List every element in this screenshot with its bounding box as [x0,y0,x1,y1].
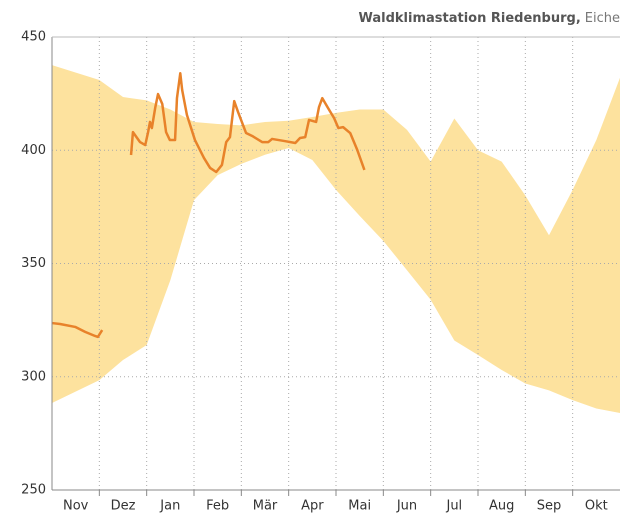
y-tick-label: 350 [21,256,46,271]
x-tick-label: Jan [159,499,180,514]
x-tick-label: Sep [537,499,562,514]
chart-subtitle: Eiche [585,11,620,26]
y-tick-label: 450 [21,30,46,45]
x-tick-label: Mai [348,499,371,514]
x-tick-label: Mär [253,499,278,514]
x-tick-label: Okt [585,499,608,514]
chart-title: Waldklimastation Riedenburg, [359,11,581,26]
y-tick-label: 250 [21,483,46,498]
y-tick-label: 400 [21,143,46,158]
x-tick-label: Apr [301,499,324,514]
x-tick-label: Jun [396,499,417,514]
x-tick-label: Feb [206,499,229,514]
series-line [51,71,366,339]
x-tick-label: Dez [111,499,136,514]
x-tick-label: Jul [445,499,462,514]
range-band [52,65,620,413]
x-tick-label: Nov [63,499,89,514]
y-tick-label: 300 [21,369,46,384]
chart-heading: Waldklimastation Riedenburg, Eiche [359,11,621,26]
x-tick-label: Aug [489,499,514,514]
